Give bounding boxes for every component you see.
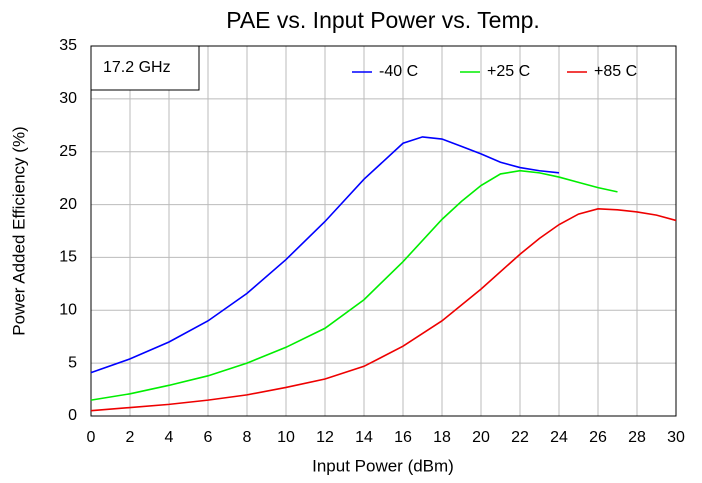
line-series — [90, 207, 677, 412]
y-tick-label: 15 — [59, 249, 77, 266]
x-tick-label: 14 — [355, 429, 373, 446]
x-tick-label: 26 — [589, 429, 607, 446]
y-tick-label: 5 — [68, 354, 77, 371]
y-tick-label: 25 — [59, 143, 77, 160]
legend-label: +25 C — [487, 63, 530, 80]
annotation: 17.2 GHz — [103, 59, 171, 76]
y-tick-label: 35 — [59, 37, 77, 54]
plot-frame — [90, 45, 677, 417]
y-axis-label: Power Added Efficiency (%) — [9, 126, 28, 335]
y-tick-label: 10 — [59, 302, 77, 319]
x-tick-label: 20 — [472, 429, 490, 446]
x-tick-label: 30 — [667, 429, 685, 446]
x-tick-label: 2 — [126, 429, 135, 446]
legend-label: -40 C — [379, 63, 418, 80]
y-tick-label: 0 — [68, 407, 77, 424]
y-tick-label: 20 — [59, 196, 77, 213]
legend-label: +85 C — [594, 63, 637, 80]
x-axis-label: Input Power (dBm) — [312, 456, 454, 475]
x-tick-label: 22 — [511, 429, 529, 446]
x-tick-label: 0 — [87, 429, 96, 446]
line-series — [90, 136, 560, 374]
line-series — [90, 169, 618, 401]
x-tick-label: 6 — [204, 429, 213, 446]
x-tick-label: 24 — [550, 429, 568, 446]
chart-title: PAE vs. Input Power vs. Temp. — [226, 7, 540, 33]
x-tick-label: 12 — [316, 429, 334, 446]
x-tick-label: 16 — [394, 429, 412, 446]
x-tick-label: 28 — [628, 429, 646, 446]
x-tick-label: 10 — [277, 429, 295, 446]
x-tick-label: 8 — [243, 429, 252, 446]
annotation-box — [90, 45, 200, 91]
x-tick-label: 18 — [433, 429, 451, 446]
y-tick-label: 30 — [59, 90, 77, 107]
x-tick-label: 4 — [165, 429, 174, 446]
